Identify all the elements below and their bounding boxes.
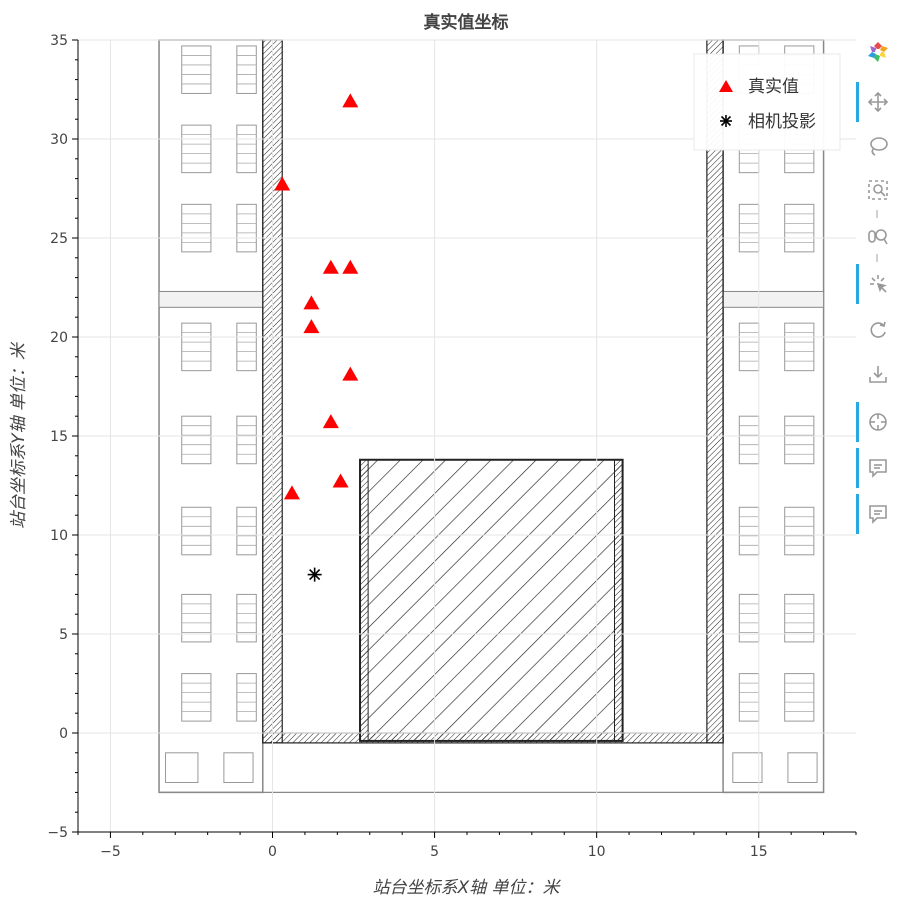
legend-marker-truth bbox=[719, 80, 733, 92]
seat-block bbox=[236, 506, 257, 556]
x-tick-label: −5 bbox=[100, 844, 121, 860]
seat-block bbox=[784, 322, 815, 372]
chart-title: 真实值坐标 bbox=[424, 12, 509, 33]
x-tick-label: 10 bbox=[588, 844, 606, 860]
hover-icon[interactable] bbox=[856, 448, 892, 488]
lasso-select-icon[interactable] bbox=[864, 132, 892, 160]
truth-point bbox=[283, 485, 300, 500]
truth-point bbox=[274, 176, 291, 191]
truth-point bbox=[342, 259, 359, 274]
seat-block bbox=[181, 415, 212, 465]
legend-label-truth: 真实值 bbox=[748, 77, 799, 97]
reset-icon[interactable] bbox=[864, 316, 892, 344]
pan-icon[interactable] bbox=[856, 82, 892, 122]
box-zoom-icon[interactable] bbox=[864, 176, 892, 204]
y-tick-label: 0 bbox=[59, 726, 68, 742]
toolbar bbox=[856, 38, 900, 538]
x-axis-label: 站台坐标系X轴 单位：米 bbox=[372, 878, 561, 898]
y-tick-label: 25 bbox=[50, 231, 68, 247]
seat-block bbox=[784, 415, 815, 465]
y-axis-label: 站台坐标系Y轴 单位：米 bbox=[9, 341, 29, 529]
seat-block bbox=[236, 124, 257, 174]
structure-right-edge bbox=[613, 459, 624, 742]
seat-block bbox=[784, 673, 815, 722]
seat-block bbox=[236, 203, 257, 253]
truth-point bbox=[303, 319, 320, 334]
seat-block bbox=[181, 673, 212, 722]
y-tick-label: 20 bbox=[50, 330, 68, 346]
legend[interactable]: 真实值 相机投影 bbox=[693, 53, 841, 151]
seat-block bbox=[236, 593, 257, 643]
seat-block bbox=[236, 415, 257, 465]
wheel-zoom-icon[interactable] bbox=[864, 222, 892, 250]
hover-icon-2[interactable] bbox=[856, 494, 892, 534]
truth-point bbox=[332, 473, 349, 488]
seat-block bbox=[236, 322, 257, 372]
legend-marker-camera bbox=[720, 115, 732, 127]
save-icon[interactable] bbox=[864, 360, 892, 388]
seat-block bbox=[236, 673, 257, 722]
y-tick-label: 35 bbox=[50, 33, 68, 49]
camera-projection-point bbox=[307, 567, 322, 582]
x-tick-label: 5 bbox=[430, 844, 439, 860]
legend-label-camera: 相机投影 bbox=[748, 112, 816, 132]
y-tick-label: 15 bbox=[50, 429, 68, 445]
crosshair-icon[interactable] bbox=[856, 402, 892, 442]
cab-panel bbox=[787, 752, 818, 783]
axes: −5 0 5 10 15 −5 0 5 10 15 20 25 30 35 bbox=[47, 33, 857, 860]
seat-block bbox=[181, 322, 212, 372]
cab-panel bbox=[732, 752, 763, 783]
left-door-band bbox=[158, 290, 264, 308]
y-tick-label: 10 bbox=[50, 528, 68, 544]
right-door-band bbox=[722, 290, 825, 308]
seat-block bbox=[784, 593, 815, 643]
truth-point bbox=[322, 414, 339, 429]
seat-block bbox=[784, 506, 815, 556]
truth-point bbox=[322, 259, 339, 274]
bokeh-logo-icon[interactable] bbox=[864, 38, 892, 66]
seat-block bbox=[181, 506, 212, 556]
seat-block bbox=[784, 203, 815, 253]
truth-point bbox=[342, 93, 359, 108]
grid bbox=[78, 39, 856, 833]
x-tick-label: 15 bbox=[750, 844, 768, 860]
seat-block bbox=[236, 45, 257, 94]
cab-panel bbox=[223, 752, 254, 783]
data-marks bbox=[274, 93, 359, 582]
floor-plan-drawing bbox=[158, 39, 825, 794]
tap-icon[interactable] bbox=[856, 264, 892, 304]
seat-block bbox=[181, 203, 212, 253]
seat-block bbox=[181, 45, 212, 94]
seat-block bbox=[181, 124, 212, 174]
y-tick-label: 5 bbox=[59, 627, 68, 643]
x-tick-label: 0 bbox=[268, 844, 277, 860]
cab-panel bbox=[165, 752, 199, 783]
y-tick-label: 30 bbox=[50, 132, 68, 148]
structure-left-edge bbox=[359, 459, 369, 742]
truth-point bbox=[342, 366, 359, 381]
seat-block bbox=[181, 593, 212, 643]
y-tick-label: −5 bbox=[47, 825, 68, 841]
central-structure bbox=[359, 458, 624, 742]
truth-point bbox=[303, 295, 320, 310]
